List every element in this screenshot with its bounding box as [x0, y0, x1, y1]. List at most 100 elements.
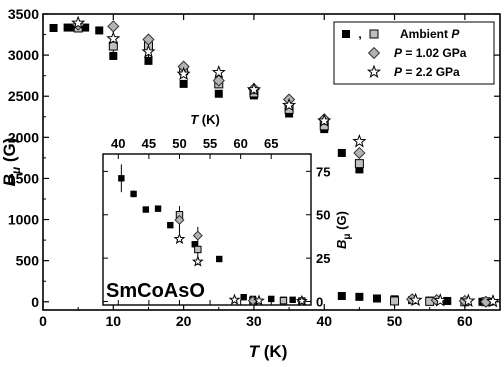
inset-y-tick-label: 0	[316, 295, 323, 310]
inset-x-tick-label: 60	[233, 136, 247, 151]
main-x-tick-label: 0	[39, 313, 47, 329]
inset-point-star	[228, 293, 241, 305]
inset-y-axis-var: B	[334, 240, 349, 249]
legend-label-var: P	[451, 27, 460, 41]
main-series-group	[49, 15, 501, 308]
legend-label-value: = 1.02 GPa	[402, 46, 467, 60]
legend-label-value: = 2.2 GPa	[402, 65, 460, 79]
main-x-tick-label: 60	[457, 313, 473, 329]
legend-row: P = 2.2 GPa	[366, 64, 460, 79]
main-y-axis-title: Bμ (G)	[0, 138, 23, 187]
inset-point-star	[173, 232, 186, 245]
main-point-square-gray	[354, 159, 364, 169]
legend-marker-square-gray	[369, 29, 379, 39]
legend-label-main: Ambient	[400, 27, 451, 41]
inset-annotation: SmCoAsO	[106, 280, 205, 302]
main-y-tick-label: 500	[16, 253, 40, 269]
inset-point-square-black	[216, 255, 223, 263]
main-point-square-black	[214, 89, 223, 98]
inset-point-square-black	[167, 221, 174, 229]
inset-y-axis-unit: (G)	[334, 211, 349, 233]
main-point-square-black	[355, 292, 364, 301]
main-y-tick-label: 0	[31, 294, 39, 310]
legend-marker-star	[366, 64, 382, 79]
main-y-axis-sub: μ	[9, 166, 23, 175]
main-point-star	[176, 66, 191, 81]
legend-marker-square-black	[342, 30, 350, 38]
inset-plot-area: 40 45 50 55 60 65 0 25 50 75 T (K) Bμ (G) SmCoAsO	[102, 112, 353, 310]
inset-x-tick-label: 40	[111, 136, 125, 151]
main-point-star	[282, 97, 297, 112]
inset-point-square-gray	[279, 296, 288, 305]
inset-point-square-black	[289, 296, 296, 303]
inset-y-axis-label: Bμ (G)	[334, 211, 353, 249]
main-point-star	[246, 82, 261, 96]
main-y-tick-label: 2500	[8, 88, 39, 104]
main-y-tick-label: 2000	[8, 129, 39, 145]
inset-y-tick-label: 25	[316, 251, 330, 266]
main-point-square-black	[337, 292, 346, 301]
main-point-square-black	[443, 296, 452, 305]
main-point-star	[485, 293, 501, 308]
main-y-tick-label: 3500	[8, 6, 39, 22]
inset-x-tick-label: 55	[203, 136, 217, 151]
main-point-square-black	[63, 23, 72, 32]
main-x-axis-title: T (K)	[249, 342, 288, 361]
main-point-square-black	[81, 23, 90, 32]
inset-point-square-black	[130, 190, 137, 198]
main-point-square-black	[144, 56, 153, 65]
main-y-axis-var: B	[0, 174, 19, 186]
inset-x-tick-label: 65	[264, 136, 278, 151]
legend-box	[333, 21, 495, 85]
inset-point-square-black	[240, 293, 247, 301]
main-point-diamond	[212, 74, 225, 87]
main-y-axis-unit: (G)	[0, 138, 19, 167]
legend-label: Ambient P	[400, 27, 460, 41]
legend-label-var: P	[394, 46, 403, 60]
inset-frame	[102, 153, 312, 306]
legend-row: P = 1.02 GPa	[367, 46, 467, 60]
main-point-star	[141, 44, 156, 58]
inset-point-square-gray	[194, 245, 202, 254]
main-point-star	[317, 113, 332, 127]
main-point-square-black	[337, 148, 346, 157]
main-x-tick-label: 30	[246, 313, 262, 329]
main-point-star	[71, 15, 86, 30]
main-point-diamond	[107, 20, 120, 33]
inset-x-tick-label: 50	[172, 136, 186, 151]
inset-x-axis-title: T (K)	[190, 112, 220, 127]
legend-row: , Ambient P	[342, 27, 460, 41]
main-point-star	[211, 64, 226, 79]
main-point-star	[408, 292, 423, 307]
legend-label: P = 1.02 GPa	[394, 46, 467, 60]
main-point-diamond	[353, 146, 366, 160]
inset-point-square-black	[142, 206, 150, 213]
main-point-square-black	[179, 79, 188, 88]
legend-label: P = 2.2 GPa	[394, 65, 460, 79]
main-point-square-gray	[390, 296, 400, 306]
inset-point-square-black	[118, 175, 125, 182]
legend-label-var: P	[394, 65, 403, 79]
inset-y-axis-sub: μ	[342, 233, 353, 239]
inset-point-diamond	[192, 230, 203, 241]
inset-point-star	[253, 294, 265, 306]
main-plot-area: 0 10 20 30 40 50 60050010001500200025003000350…	[0, 6, 501, 361]
main-y-axis-label: Bμ (G)	[0, 138, 23, 187]
inset-x-tick-label: 45	[142, 136, 156, 151]
inset-x-axis-var: T	[190, 112, 199, 127]
inset-point-star	[191, 255, 204, 267]
main-point-star	[106, 31, 121, 45]
inset-point-square-black	[268, 295, 275, 303]
main-point-star	[461, 293, 476, 307]
inset-point-square-black	[191, 241, 198, 248]
inset-y-axis-title: Bμ (G)	[334, 211, 353, 249]
main-x-tick-label: 40	[316, 313, 332, 329]
main-x-axis-var: T	[249, 342, 261, 361]
inset-point-diamond	[174, 214, 185, 225]
main-point-square-gray	[108, 41, 118, 51]
main-point-star	[433, 293, 448, 307]
main-x-axis-unit: (K)	[259, 342, 287, 361]
main-x-tick-label: 10	[106, 313, 122, 329]
